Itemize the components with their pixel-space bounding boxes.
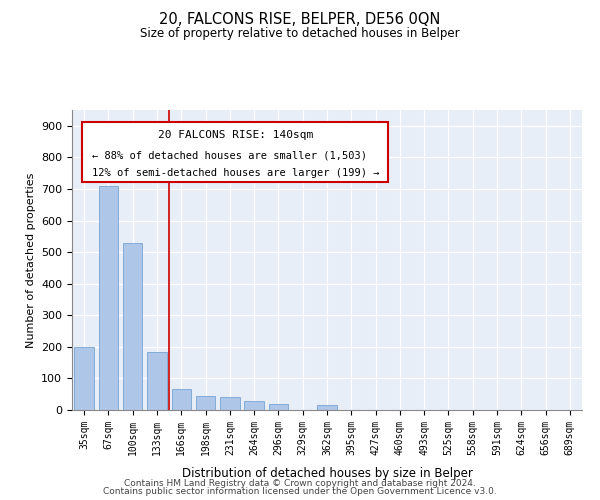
Text: 20, FALCONS RISE, BELPER, DE56 0QN: 20, FALCONS RISE, BELPER, DE56 0QN [160, 12, 440, 28]
Bar [74, 347, 94, 410]
Bar [269, 404, 288, 410]
Bar [99, 186, 118, 410]
Bar [123, 242, 142, 410]
Text: Contains public sector information licensed under the Open Government Licence v3: Contains public sector information licen… [103, 487, 497, 496]
Bar [172, 390, 191, 410]
Text: Distribution of detached houses by size in Belper: Distribution of detached houses by size … [182, 467, 472, 480]
Bar [244, 400, 264, 410]
Text: Size of property relative to detached houses in Belper: Size of property relative to detached ho… [140, 28, 460, 40]
Text: ← 88% of detached houses are smaller (1,503): ← 88% of detached houses are smaller (1,… [92, 150, 367, 160]
Bar [147, 352, 167, 410]
Text: 12% of semi-detached houses are larger (199) →: 12% of semi-detached houses are larger (… [92, 168, 380, 178]
Bar [317, 406, 337, 410]
Text: 20 FALCONS RISE: 140sqm: 20 FALCONS RISE: 140sqm [158, 130, 313, 140]
FancyBboxPatch shape [82, 122, 388, 182]
Y-axis label: Number of detached properties: Number of detached properties [26, 172, 35, 348]
Bar [196, 396, 215, 410]
Text: Contains HM Land Registry data © Crown copyright and database right 2024.: Contains HM Land Registry data © Crown c… [124, 478, 476, 488]
Bar [220, 398, 239, 410]
